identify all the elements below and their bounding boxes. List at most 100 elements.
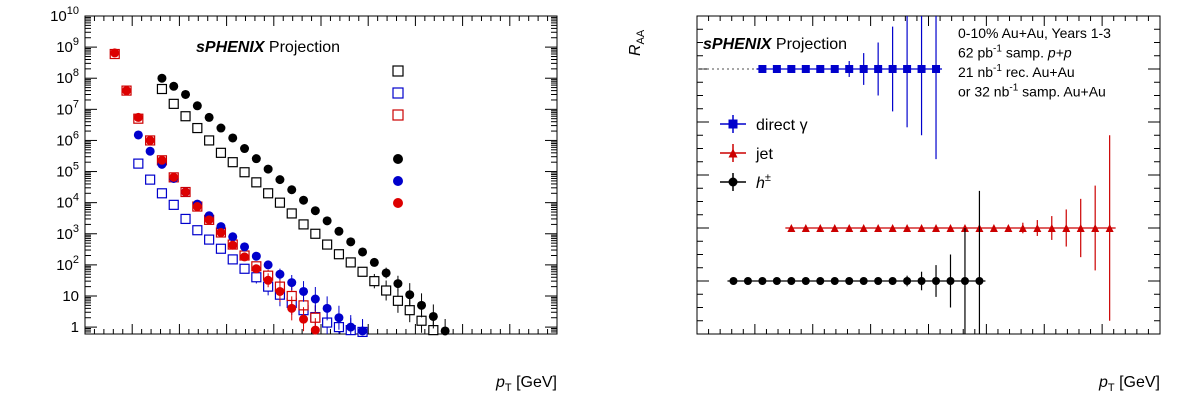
left-data-point — [369, 257, 379, 267]
left-data-point — [275, 269, 285, 279]
right-data-point — [758, 65, 767, 73]
right-y-axis-title-sub: AA — [635, 29, 647, 44]
right-data-point — [830, 224, 839, 232]
left-y-tick-base: 10 — [56, 132, 73, 149]
left-data-point — [275, 175, 285, 185]
left-data-point — [204, 112, 214, 122]
left-data-point — [133, 158, 144, 169]
right-info-pre: 21 nb — [958, 64, 993, 80]
left-y-tick-base: 10 — [56, 257, 73, 274]
left-data-point — [181, 187, 191, 197]
right-info-line: 0-10% Au+Au, Years 1-3 — [958, 25, 1111, 41]
right-series-triangle — [785, 135, 1116, 321]
left-data-point — [393, 279, 403, 289]
left-data-point — [240, 252, 250, 262]
right-legend-text: jet — [755, 146, 773, 163]
left-data-point — [192, 225, 203, 236]
right-info-sup: -1 — [993, 63, 1002, 74]
right-annotation-word: Projection — [771, 36, 847, 53]
left-data-point — [346, 237, 356, 247]
right-info-line: or 32 nb-1 samp. Au+Au — [958, 83, 1106, 100]
left-x-axis-title-sub: T — [505, 382, 512, 394]
right-data-point — [816, 277, 825, 285]
left-data-point — [263, 164, 273, 174]
left-data-point — [215, 243, 227, 254]
right-info-ital: p+p — [1047, 45, 1072, 61]
left-data-point — [299, 286, 309, 296]
left-x-axis-title-unit: [GeV] — [512, 374, 557, 391]
left-legend-auau-marker — [393, 198, 403, 208]
left-data-point — [181, 89, 191, 99]
left-data-point — [169, 81, 179, 91]
left-data-point — [215, 147, 227, 158]
left-y-tick-exp: 3 — [73, 223, 79, 235]
left-data-point — [204, 234, 215, 245]
left-data-point — [345, 257, 356, 268]
right-info-post: rec. Au+Au — [1002, 64, 1075, 80]
right-data-point — [1018, 224, 1027, 232]
left-data-point — [263, 275, 273, 285]
left-y-tick-label: 108 — [56, 67, 79, 87]
right-data-point — [1062, 224, 1071, 232]
right-data-point — [888, 65, 897, 73]
left-data-point — [180, 213, 191, 225]
left-data-point — [240, 144, 250, 154]
left-data-point — [168, 98, 179, 109]
left-data-point — [240, 242, 250, 252]
right-data-point — [801, 224, 810, 232]
right-data-point — [729, 277, 738, 285]
right-data-point — [989, 224, 998, 232]
left-legend-pp-marker — [392, 109, 404, 121]
left-data-point — [310, 228, 321, 239]
right-data-point — [772, 65, 781, 73]
right-data-point — [946, 277, 955, 285]
left-data-point — [227, 254, 238, 265]
right-y-axis-title: RAA — [627, 29, 647, 56]
right-data-point — [888, 277, 897, 285]
left-y-tick-label: 103 — [56, 223, 79, 243]
left-data-point — [287, 278, 297, 288]
right-data-point — [888, 224, 897, 232]
left-data-point — [369, 276, 380, 287]
left-y-tick-label: 107 — [56, 98, 79, 118]
right-data-point — [845, 65, 854, 73]
left-y-tick-label: 1 — [71, 319, 79, 336]
left-y-tick-label: 105 — [56, 161, 79, 181]
left-data-point — [334, 226, 344, 236]
left-data-point — [156, 83, 168, 95]
right-info-post: samp. — [1002, 45, 1048, 61]
right-data-point — [845, 224, 854, 232]
right-data-point — [1091, 224, 1100, 232]
right-info-text: 0-10% Au+Au, Years 1-3 — [958, 25, 1111, 41]
right-data-point — [874, 224, 883, 232]
left-data-point — [156, 188, 168, 199]
left-y-tick-exp: 5 — [73, 161, 79, 173]
right-data-point — [787, 224, 796, 232]
right-data-point — [946, 224, 955, 232]
left-y-tick-exp: 7 — [73, 98, 79, 110]
left-data-point — [287, 185, 297, 195]
left-plot-frame — [84, 15, 558, 335]
left-data-point — [274, 197, 286, 208]
right-legend-marker — [728, 119, 738, 129]
left-data-point — [416, 315, 427, 326]
left-data-point — [310, 206, 320, 216]
left-data-point — [216, 227, 226, 237]
left-data-point — [358, 326, 368, 336]
right-legend-label: jet — [755, 146, 773, 163]
left-data-point — [381, 285, 392, 296]
left-data-point — [333, 249, 345, 260]
right-legend-sup: ± — [765, 172, 771, 184]
left-legend-auau-marker — [393, 154, 403, 164]
left-data-point — [346, 322, 356, 332]
left-y-tick-label: 109 — [56, 36, 79, 56]
right-series-square — [756, 16, 943, 160]
right-x-axis-title-p: p — [1098, 374, 1108, 391]
left-data-point — [263, 260, 273, 270]
left-series-p-p-jets — [156, 83, 439, 336]
right-info-line: 21 nb-1 rec. Au+Au — [958, 63, 1075, 80]
left-data-point — [133, 130, 143, 140]
left-data-point — [404, 305, 415, 316]
right-legend-text: h — [756, 175, 765, 192]
